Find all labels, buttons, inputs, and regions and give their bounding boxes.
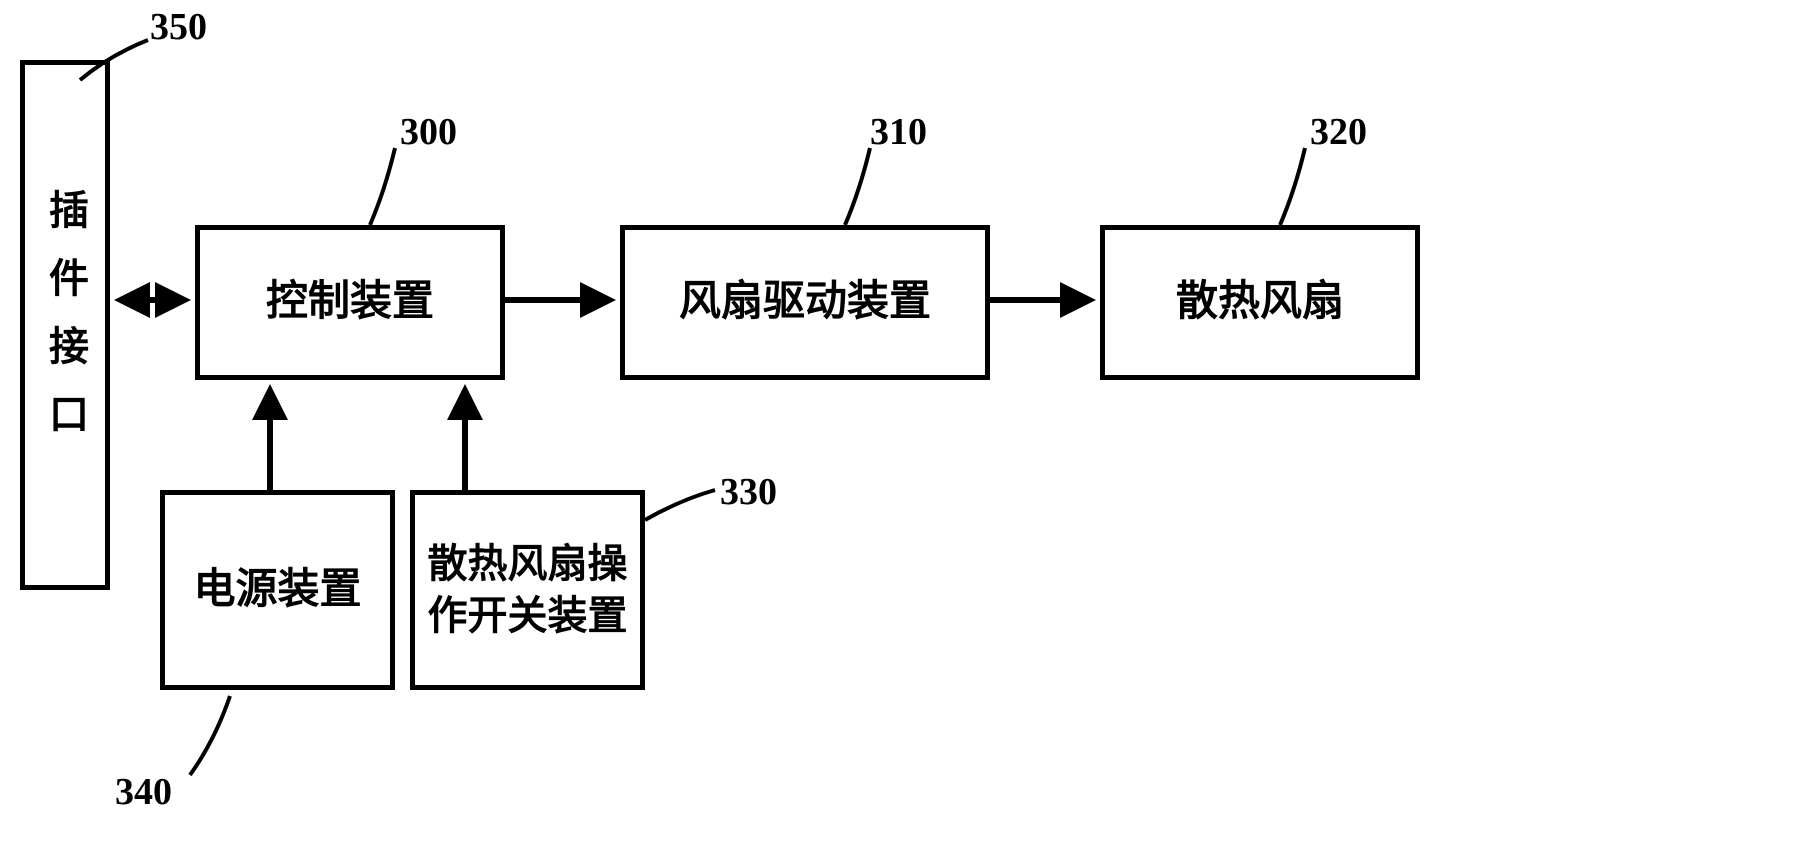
leader-320: [1280, 148, 1305, 225]
connectors-svg: [0, 0, 1814, 851]
block-diagram: 插件接口 控制装置 风扇驱动装置 散热风扇 电源装置 散热风扇操作开关装置 35…: [0, 0, 1814, 851]
leader-310: [845, 148, 870, 225]
leader-300: [370, 148, 395, 225]
leader-340: [190, 696, 230, 775]
leader-350: [80, 40, 148, 80]
leader-330: [645, 490, 715, 520]
